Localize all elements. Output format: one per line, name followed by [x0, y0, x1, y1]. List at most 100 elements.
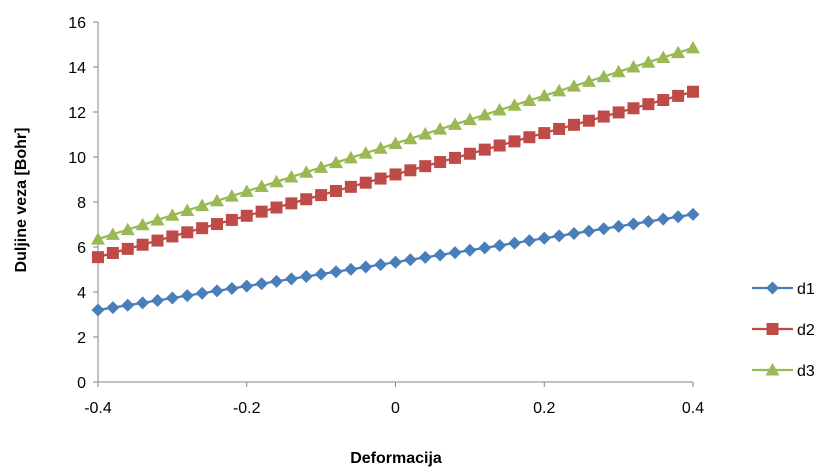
data-point-d3: [165, 208, 180, 221]
data-point-d1: [136, 296, 150, 310]
data-point-d2: [211, 218, 223, 231]
data-point-d2: [330, 184, 342, 197]
legend-item-d3: d3: [752, 363, 815, 380]
data-point-d2: [523, 131, 536, 144]
legend: d1 d2 d3: [752, 281, 815, 380]
data-point-d2: [136, 238, 149, 251]
data-point-d2: [553, 122, 566, 135]
legend-item-d2: d2: [752, 322, 815, 339]
data-point-d2: [255, 205, 268, 218]
y-tick-label: 16: [68, 15, 86, 32]
data-point-d3: [195, 198, 210, 212]
data-point-d3: [522, 93, 537, 106]
data-point-d1: [418, 250, 432, 264]
data-point-d2: [612, 106, 625, 119]
axes: [93, 21, 694, 387]
data-point-d1: [359, 260, 373, 274]
data-point-d2: [374, 172, 387, 185]
legend-marker-d1: [766, 281, 779, 295]
data-point-d1: [567, 227, 581, 240]
data-point-d3: [120, 222, 135, 236]
data-point-d3: [656, 50, 671, 63]
x-axis-title: Deformacija: [350, 450, 442, 467]
data-point-d3: [596, 69, 611, 83]
data-point-d3: [388, 136, 403, 149]
data-point-d1: [448, 246, 462, 260]
series-d1: [91, 207, 700, 317]
data-point-d3: [180, 203, 195, 216]
data-point-d1: [537, 231, 551, 245]
data-point-d1: [493, 238, 507, 252]
plot-area: [91, 40, 700, 317]
data-point-d3: [492, 103, 507, 116]
legend-marker-d2: [766, 323, 779, 335]
data-point-d3: [269, 174, 284, 188]
series-d3: [91, 40, 700, 245]
data-point-d2: [166, 230, 179, 243]
data-point-d1: [106, 301, 120, 315]
tick-labels: 0 2 4 6 8 10 12 14 16 -0.4 -0.2 0 0.2 0.4: [68, 15, 704, 417]
data-point-d2: [151, 234, 164, 247]
data-point-d1: [671, 210, 685, 224]
data-point-d1: [463, 243, 477, 257]
data-point-d3: [329, 155, 343, 169]
data-point-d1: [508, 236, 521, 250]
data-point-d1: [433, 248, 447, 262]
data-point-d3: [224, 189, 239, 202]
data-point-d3: [477, 107, 492, 121]
legend-label-d3: d3: [797, 363, 815, 380]
data-point-d1: [612, 219, 626, 233]
x-tick-label: -0.4: [84, 400, 112, 417]
data-point-d3: [626, 60, 641, 73]
data-point-d1: [195, 286, 209, 300]
data-point-d2: [106, 246, 119, 259]
data-point-d1: [210, 284, 224, 298]
legend-item-d1: d1: [752, 281, 815, 298]
data-point-d2: [92, 251, 104, 264]
data-point-d2: [449, 151, 461, 164]
data-point-d1: [329, 265, 343, 279]
data-point-d3: [299, 165, 314, 178]
data-point-d2: [270, 201, 283, 214]
data-point-d1: [552, 229, 566, 243]
data-point-d2: [285, 197, 298, 210]
data-point-d3: [671, 45, 686, 59]
x-tick-label: 0.4: [682, 400, 704, 417]
x-tick-label: 0: [391, 400, 400, 417]
y-tick-label: 6: [77, 240, 86, 257]
data-point-d1: [299, 270, 313, 284]
data-point-d1: [478, 241, 492, 255]
data-point-d3: [433, 122, 448, 135]
data-point-d2: [493, 139, 506, 152]
legend-label-d2: d2: [797, 322, 815, 339]
data-point-d2: [597, 110, 610, 123]
data-point-d1: [151, 293, 164, 307]
data-point-d3: [507, 98, 522, 111]
data-point-d3: [403, 131, 418, 145]
data-point-d3: [448, 117, 462, 130]
data-point-d3: [611, 64, 626, 78]
data-point-d1: [255, 277, 269, 291]
y-tick-label: 14: [68, 60, 86, 77]
data-point-d2: [672, 89, 685, 102]
data-point-d1: [686, 207, 700, 221]
data-point-d3: [105, 227, 120, 240]
data-point-d3: [150, 213, 165, 226]
data-point-d3: [418, 126, 433, 140]
y-tick-label: 12: [68, 105, 86, 122]
data-point-d3: [552, 83, 567, 97]
y-tick-label: 10: [68, 150, 86, 167]
data-point-d2: [478, 143, 491, 156]
data-point-d3: [284, 169, 299, 183]
y-axis-title: Duljine veza [Bohr]: [13, 128, 30, 273]
data-point-d3: [314, 160, 329, 173]
data-point-d1: [225, 281, 239, 295]
data-point-d3: [135, 217, 150, 231]
data-point-d1: [597, 222, 611, 236]
data-point-d3: [462, 112, 477, 126]
data-point-d3: [254, 179, 269, 193]
data-point-d1: [627, 217, 640, 231]
data-point-d2: [434, 156, 447, 169]
data-point-d1: [641, 215, 655, 229]
data-point-d1: [314, 267, 328, 281]
